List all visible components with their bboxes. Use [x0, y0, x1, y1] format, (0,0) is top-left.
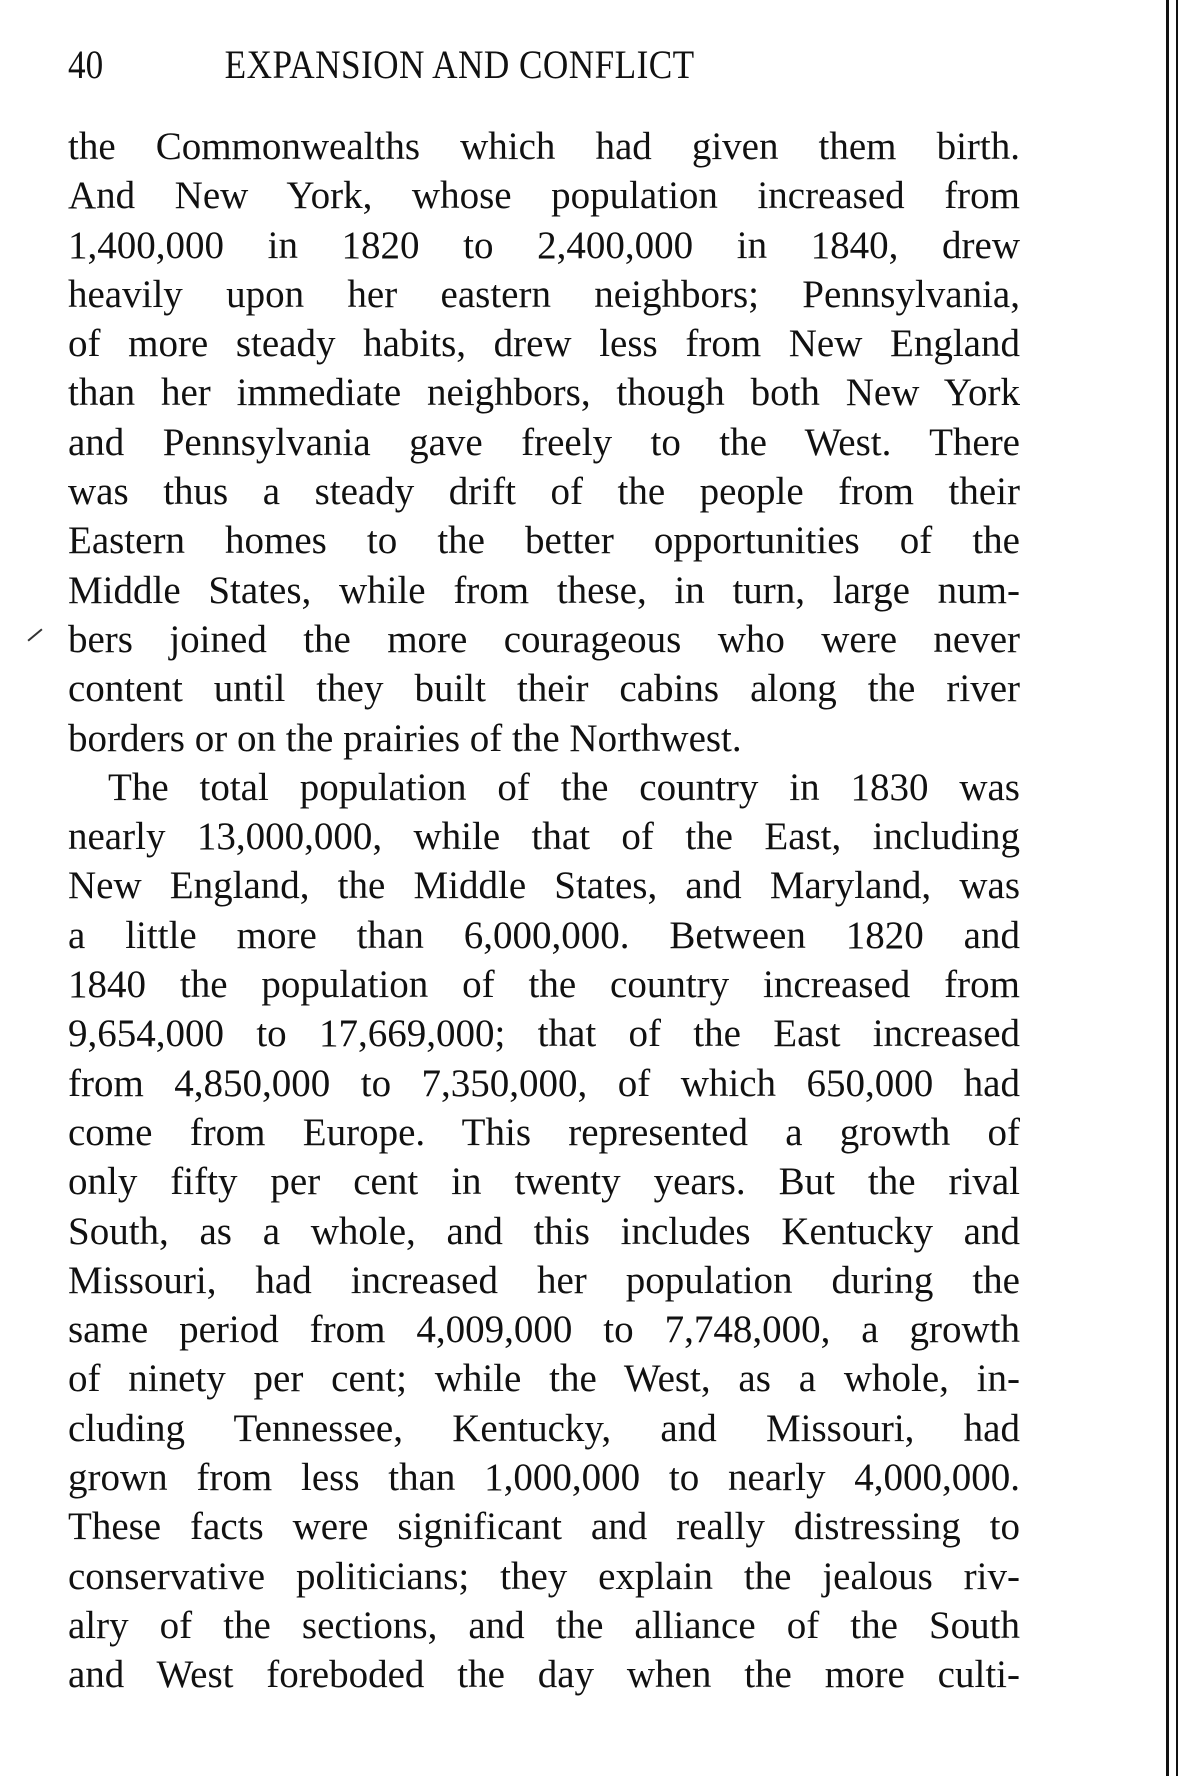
text-line: These facts were significant and really …	[68, 1505, 1020, 1549]
text-line: Eastern homes to the better opportunitie…	[68, 519, 1020, 563]
text-line: and Pennsylvania gave freely to the West…	[68, 420, 1020, 464]
text-line: was thus a steady drift of the people fr…	[68, 470, 1020, 514]
text-line: only fifty per cent in twenty years. But…	[68, 1160, 1020, 1204]
text-line: content until they built their cabins al…	[68, 667, 1020, 711]
pencil-mark	[27, 628, 43, 642]
text-line: 1,400,000 in 1820 to 2,400,000 in 1840, …	[68, 223, 1020, 267]
page-edge-line	[1166, 0, 1169, 1776]
text-line: a little more than 6,000,000. Between 18…	[68, 913, 1020, 957]
text-line: borders or on the prairies of the Northw…	[68, 716, 742, 760]
text-line: South, as a whole, and this includes Ken…	[68, 1209, 1020, 1253]
text-line: conservative politicians; they explain t…	[68, 1554, 1020, 1598]
page-header: 40 EXPANSION AND CONFLICT	[68, 40, 906, 90]
text-line: nearly 13,000,000, while that of the Eas…	[68, 815, 1020, 859]
text-line: cluding Tennessee, Kentucky, and Missour…	[68, 1406, 1020, 1450]
text-line: bers joined the more courageous who were…	[68, 617, 1020, 661]
text-line: come from Europe. This represented a gro…	[68, 1110, 1020, 1154]
text-line: same period from 4,009,000 to 7,748,000,…	[68, 1308, 1020, 1352]
text-line: of ninety per cent; while the West, as a…	[68, 1357, 1020, 1401]
text-line: the Commonwealths which had given them b…	[68, 125, 1020, 168]
page-edge-line	[1176, 0, 1178, 1776]
text-line: heavily upon her eastern neighbors; Penn…	[68, 272, 1020, 316]
text-line: than her immediate neighbors, though bot…	[68, 371, 1020, 415]
text-line: 9,654,000 to 17,669,000; that of the Eas…	[68, 1012, 1020, 1056]
text-line: from 4,850,000 to 7,350,000, of which 65…	[68, 1061, 1020, 1105]
page-number: 40	[68, 42, 104, 87]
text-line: of more steady habits, drew less from Ne…	[68, 322, 1020, 366]
text-line: grown from less than 1,000,000 to nearly…	[68, 1456, 1020, 1500]
running-title: EXPANSION AND CONFLICT	[224, 42, 695, 87]
text-line: Middle States, while from these, in turn…	[68, 568, 1020, 612]
body-text: the Commonwealths which had given them b…	[68, 122, 1020, 1700]
text-line: The total population of the country in 1…	[108, 765, 1020, 809]
text-line: 1840 the population of the country incre…	[68, 963, 1020, 1007]
text-line: and West foreboded the day when the more…	[68, 1653, 1020, 1697]
text-line: Missouri, had increased her population d…	[68, 1258, 1020, 1302]
text-line: New England, the Middle States, and Mary…	[68, 864, 1020, 908]
text-line: alry of the sections, and the alliance o…	[68, 1603, 1020, 1647]
text-line: And New York, whose population increased…	[68, 174, 1020, 218]
